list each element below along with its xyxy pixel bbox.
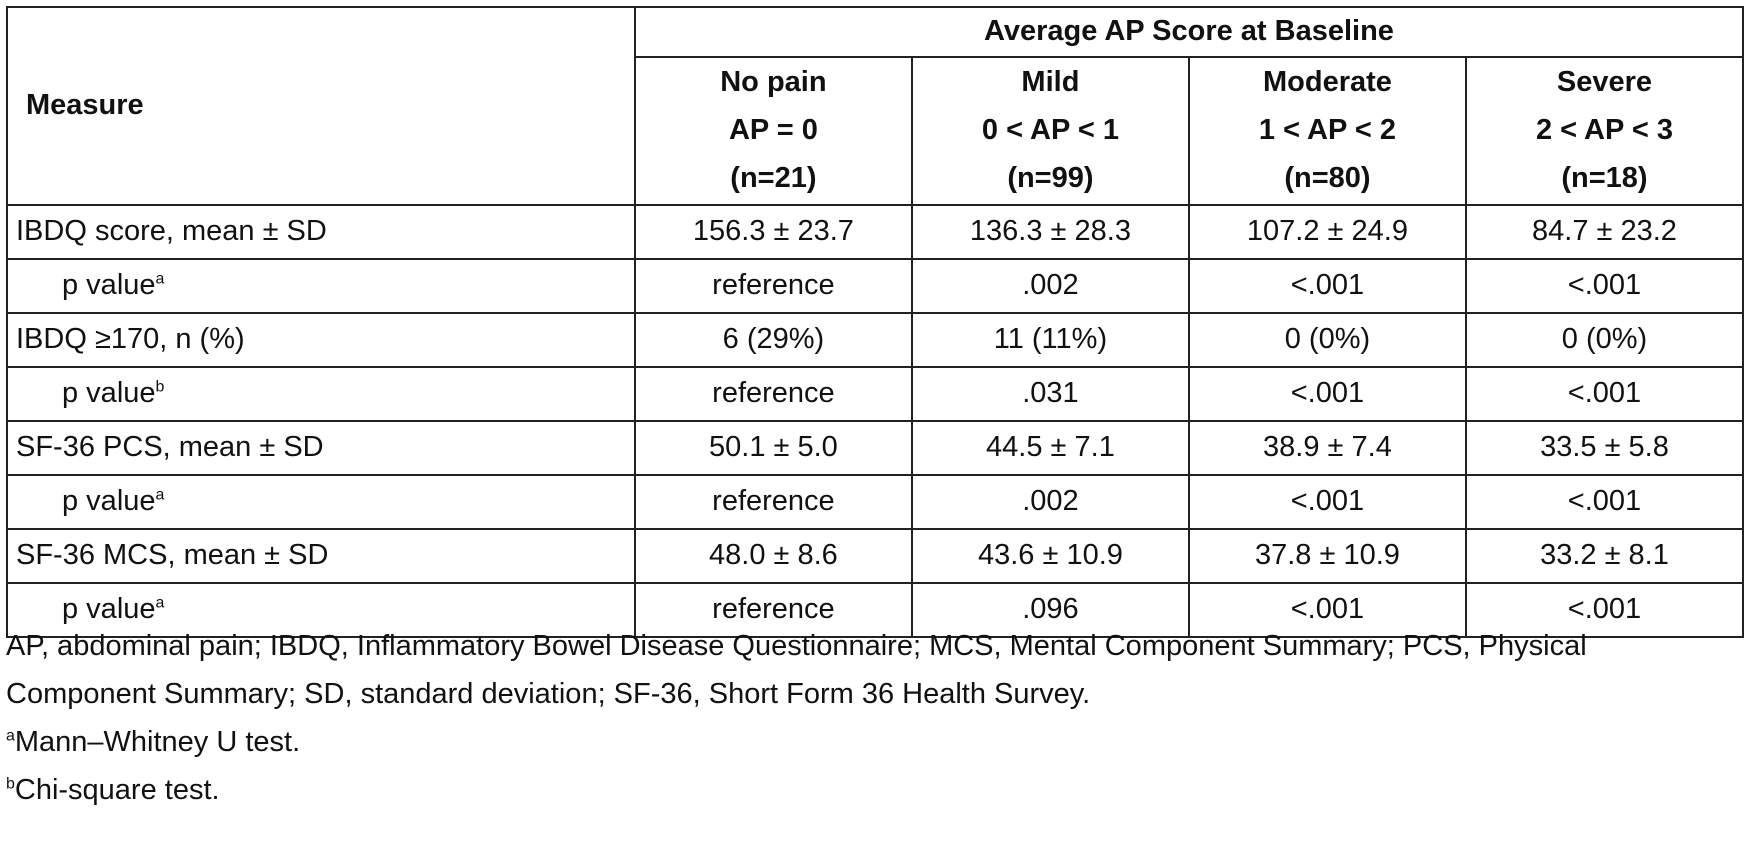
- table-cell: reference: [633, 582, 913, 638]
- spanning-header: Average AP Score at Baseline: [633, 6, 1745, 58]
- table-cell: .002: [910, 258, 1190, 314]
- row-label-text: p value: [62, 593, 156, 626]
- results-table: Measure Average AP Score at Baseline No …: [6, 6, 1745, 638]
- abbreviations-note: AP, abdominal pain; IBDQ, Inflammatory B…: [6, 630, 1587, 710]
- footnote-text: Chi-square test.: [14, 774, 220, 806]
- table-cell: 43.6 ± 10.9: [910, 528, 1190, 584]
- table-cell: 11 (11%): [910, 312, 1190, 368]
- table-cell: 0 (0%): [1464, 312, 1745, 368]
- table-row: SF-36 MCS, mean ± SD 48.0 ± 8.6 43.6 ± 1…: [6, 528, 1745, 584]
- table-cell: reference: [633, 474, 913, 530]
- table-cell: 107.2 ± 24.9: [1187, 204, 1467, 260]
- table-cell: 0 (0%): [1187, 312, 1467, 368]
- group-name-header: No pain: [633, 56, 913, 108]
- table-row: p valueb reference .031 <.001 <.001: [6, 366, 1745, 422]
- table-header: Measure Average AP Score at Baseline No …: [6, 6, 1745, 206]
- footnote-marker: a: [155, 270, 165, 288]
- row-label-text: SF-36 PCS, mean ± SD: [16, 431, 324, 464]
- table-cell: <.001: [1187, 258, 1467, 314]
- row-label-text: IBDQ ≥170, n (%): [16, 323, 245, 356]
- table-cell: .002: [910, 474, 1190, 530]
- row-label-text: p value: [62, 485, 156, 518]
- group-name-header: Moderate: [1187, 56, 1467, 108]
- table-row: p valuea reference .002 <.001 <.001: [6, 474, 1745, 530]
- table-row: p valuea reference .002 <.001 <.001: [6, 258, 1745, 314]
- table-row: p valuea reference .096 <.001 <.001: [6, 582, 1745, 638]
- footnote-marker: a: [155, 486, 165, 504]
- table-cell: 38.9 ± 7.4: [1187, 420, 1467, 476]
- table-body: IBDQ score, mean ± SD 156.3 ± 23.7 136.3…: [6, 204, 1745, 638]
- table-cell: 84.7 ± 23.2: [1464, 204, 1745, 260]
- row-label: SF-36 MCS, mean ± SD: [6, 528, 636, 584]
- footnote-marker: a: [6, 727, 15, 745]
- row-label-text: IBDQ score, mean ± SD: [16, 215, 327, 248]
- table-cell: 136.3 ± 28.3: [910, 204, 1190, 260]
- row-label: p valueb: [6, 366, 636, 422]
- footnote-marker: b: [155, 378, 165, 396]
- group-range-header: 1 < AP < 2: [1187, 108, 1467, 154]
- table-cell: <.001: [1464, 366, 1745, 422]
- footnote-marker: b: [6, 775, 15, 793]
- group-range-header: 2 < AP < 3: [1464, 108, 1745, 154]
- row-label: p valuea: [6, 474, 636, 530]
- table-cell: .096: [910, 582, 1190, 638]
- footnote-marker: a: [155, 594, 165, 612]
- group-name-header: Mild: [910, 56, 1190, 108]
- row-label: p valuea: [6, 582, 636, 638]
- group-n-header: (n=18): [1464, 154, 1745, 206]
- table-cell: <.001: [1464, 582, 1745, 638]
- footnote-a: aMann–Whitney U test.: [6, 718, 1706, 766]
- row-label-text: p value: [62, 377, 156, 410]
- row-label: IBDQ ≥170, n (%): [6, 312, 636, 368]
- table-cell: 6 (29%): [633, 312, 913, 368]
- table-row: IBDQ ≥170, n (%) 6 (29%) 11 (11%) 0 (0%)…: [6, 312, 1745, 368]
- table-cell: 44.5 ± 7.1: [910, 420, 1190, 476]
- table-cell: <.001: [1187, 582, 1467, 638]
- table-cell: reference: [633, 366, 913, 422]
- table-cell: reference: [633, 258, 913, 314]
- table-cell: 156.3 ± 23.7: [633, 204, 913, 260]
- table-cell: <.001: [1464, 258, 1745, 314]
- table-cell: 37.8 ± 10.9: [1187, 528, 1467, 584]
- group-range-header: 0 < AP < 1: [910, 108, 1190, 154]
- group-name-header: Severe: [1464, 56, 1745, 108]
- row-label: SF-36 PCS, mean ± SD: [6, 420, 636, 476]
- row-label-text: SF-36 MCS, mean ± SD: [16, 539, 329, 572]
- group-n-header: (n=80): [1187, 154, 1467, 206]
- group-n-header: (n=99): [910, 154, 1190, 206]
- row-label-text: p value: [62, 269, 156, 302]
- measure-column-header: Measure: [6, 6, 636, 206]
- footnote-b: bChi-square test.: [6, 766, 1706, 814]
- footnote-text: Mann–Whitney U test.: [14, 726, 301, 758]
- group-n-header: (n=21): [633, 154, 913, 206]
- row-label: p valuea: [6, 258, 636, 314]
- group-range-header: AP = 0: [633, 108, 913, 154]
- table-cell: 50.1 ± 5.0: [633, 420, 913, 476]
- table-cell: <.001: [1187, 366, 1467, 422]
- table-cell: <.001: [1187, 474, 1467, 530]
- table-cell: <.001: [1464, 474, 1745, 530]
- table-cell: 33.2 ± 8.1: [1464, 528, 1745, 584]
- table-cell: 33.5 ± 5.8: [1464, 420, 1745, 476]
- table-row: SF-36 PCS, mean ± SD 50.1 ± 5.0 44.5 ± 7…: [6, 420, 1745, 476]
- table-footnotes: AP, abdominal pain; IBDQ, Inflammatory B…: [6, 622, 1706, 814]
- row-label: IBDQ score, mean ± SD: [6, 204, 636, 260]
- table-row: IBDQ score, mean ± SD 156.3 ± 23.7 136.3…: [6, 204, 1745, 260]
- table-cell: .031: [910, 366, 1190, 422]
- table-cell: 48.0 ± 8.6: [633, 528, 913, 584]
